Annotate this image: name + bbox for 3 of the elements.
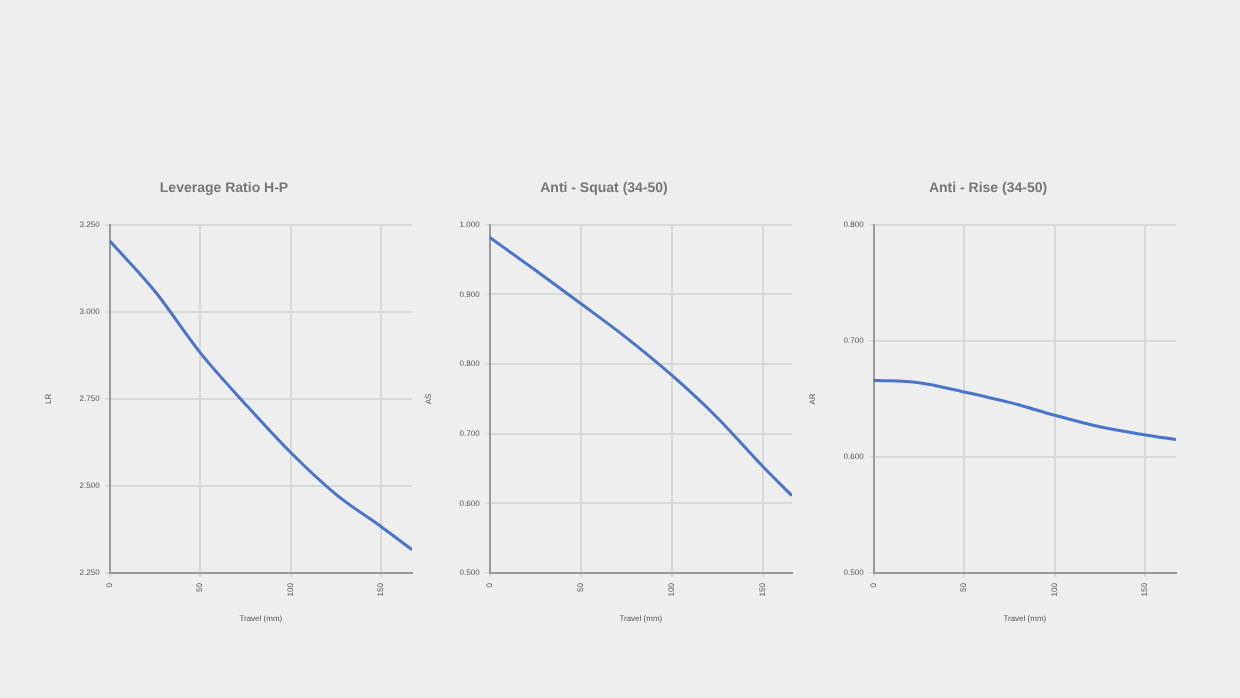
line-series <box>873 378 1176 442</box>
line-series <box>109 239 412 552</box>
line-series <box>489 235 792 498</box>
